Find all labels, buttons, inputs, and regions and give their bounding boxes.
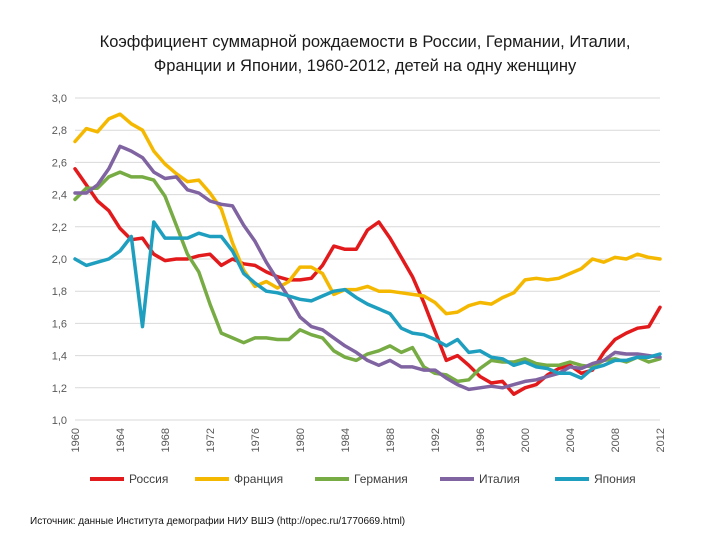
x-tick-label: 1984 [340,428,352,452]
x-tick-label: 1960 [70,428,82,452]
x-tick-label: 2012 [655,428,667,452]
series-line [73,220,662,380]
chart-title-line-1: Коэффициент суммарной рождаемости в Росс… [99,33,631,51]
x-tick-label: 1968 [160,428,172,452]
legend: Россия Франция Германия Италия Япония [90,472,636,486]
y-tick-label: 2,6 [52,157,67,169]
line-chart: 1,01,21,41,61,82,02,22,42,62,83,0 1960 19… [52,93,667,486]
legend-label: Франция [234,472,283,486]
x-tick-label: 2004 [565,428,577,452]
series-lines [73,112,662,396]
grid-lines [75,97,660,421]
series-line [73,144,662,392]
chart-title: Коэффициент суммарной рождаемости в Росс… [30,30,700,78]
x-tick-label: 1972 [205,428,217,452]
y-axis-ticks: 1,0 1,2 1,4 1,6 1,8 2,0 2,2 2,4 2,6 2,8 3,0 [52,93,67,427]
legend-label: Германия [354,472,408,486]
x-tick-label: 1992 [430,428,442,452]
x-axis-ticks: 1960 1964 1968 1972 1976 1980 1984 1988 1992 1996… [70,428,667,452]
y-tick-label: 1,8 [52,286,67,298]
series-line [73,112,662,316]
y-tick-label: 2,8 [52,125,67,137]
legend-label: Япония [594,472,636,486]
y-tick-label: 2,0 [52,254,67,266]
y-tick-label: 3,0 [52,93,67,105]
y-tick-label: 1,6 [52,318,67,330]
x-tick-label: 2000 [520,428,532,452]
series-line [73,167,662,396]
y-tick-label: 1,0 [52,415,67,427]
x-tick-label: 1980 [295,428,307,452]
chart-title-line-2: Франции и Японии, 1960-2012, детей на од… [153,57,577,75]
y-tick-label: 1,4 [52,351,67,363]
x-tick-label: 2008 [610,428,622,452]
x-tick-label: 1996 [475,428,487,452]
y-tick-label: 1,2 [52,383,67,395]
y-tick-label: 2,2 [52,222,67,234]
legend-label: Италия [479,472,520,486]
series-line [73,170,662,384]
x-tick-label: 1976 [250,428,262,452]
x-tick-label: 1988 [385,428,397,452]
x-tick-label: 1964 [115,428,127,452]
legend-label: Россия [129,472,168,486]
y-tick-label: 2,4 [52,190,67,202]
source-note: Источник: данные Института демографии НИ… [30,516,406,527]
